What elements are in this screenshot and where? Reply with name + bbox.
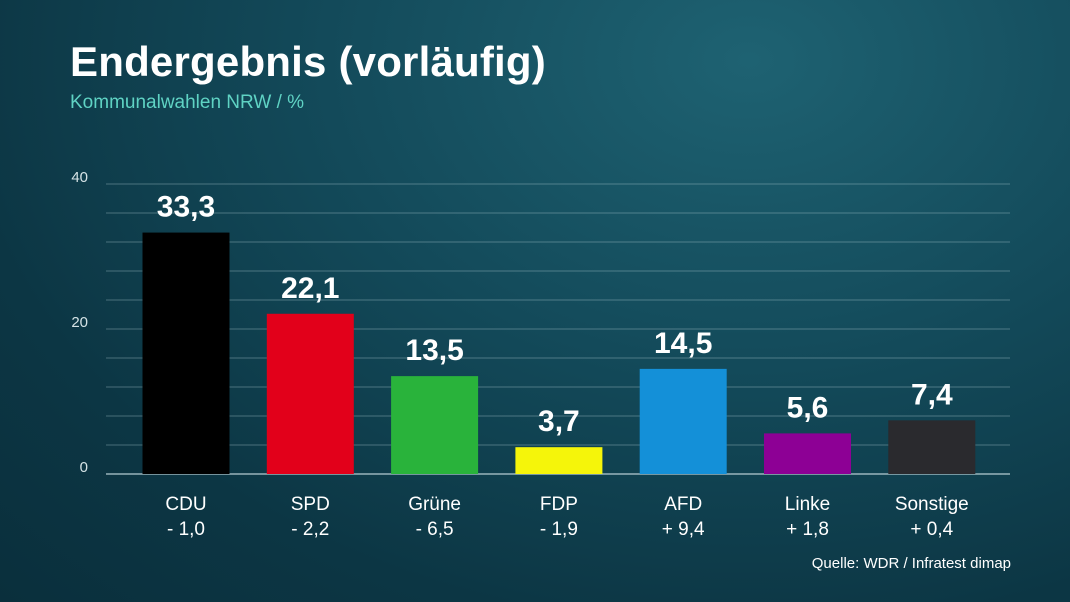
chart-subtitle: Kommunalwahlen NRW / % — [70, 92, 305, 113]
change-label-grüne: - 6,5 — [416, 519, 454, 540]
category-label-linke: Linke — [785, 494, 830, 515]
bar-cdu — [142, 232, 230, 474]
bar-spd — [266, 313, 354, 474]
change-label-fdp: - 1,9 — [540, 519, 578, 540]
category-label-cdu: CDU — [165, 494, 206, 515]
value-label-linke: 5,6 — [787, 391, 829, 424]
bar-grüne — [391, 376, 479, 474]
value-label-grüne: 13,5 — [405, 334, 463, 367]
bar-fdp — [515, 447, 603, 474]
value-label-spd: 22,1 — [281, 272, 339, 305]
change-label-afd: + 9,4 — [662, 519, 705, 540]
value-label-sonstige: 7,4 — [911, 378, 953, 411]
y-tick-label: 40 — [71, 169, 88, 186]
value-label-cdu: 33,3 — [157, 191, 215, 224]
category-labels: CDU - 1,0 SPD - 2,2 Grüne - 6,5 FDP - 1,9 AFD + 9… — [165, 494, 968, 540]
change-label-cdu: - 1,0 — [167, 519, 205, 540]
value-labels: 33,3 22,1 13,5 3,7 14,5 5,6 7,4 — [157, 191, 953, 439]
change-label-linke: + 1,8 — [786, 519, 829, 540]
y-tick-label: 0 — [80, 459, 88, 476]
chart-title: Endergebnis (vorläufig) — [70, 38, 546, 85]
category-label-grüne: Grüne — [408, 494, 461, 515]
category-label-spd: SPD — [291, 494, 330, 515]
value-label-fdp: 3,7 — [538, 405, 580, 438]
bars — [142, 232, 976, 474]
y-axis-ticks: 0 20 40 — [71, 169, 88, 476]
bar-linke — [764, 433, 851, 474]
bar-afd — [639, 368, 727, 474]
category-label-sonstige: Sonstige — [895, 494, 969, 515]
change-label-sonstige: + 0,4 — [910, 519, 953, 540]
change-label-spd: - 2,2 — [291, 519, 329, 540]
bar-sonstige — [888, 420, 976, 474]
source-note: Quelle: WDR / Infratest dimap — [811, 555, 1011, 572]
value-label-afd: 14,5 — [654, 327, 712, 360]
y-tick-label: 20 — [71, 314, 88, 331]
category-label-fdp: FDP — [540, 494, 578, 515]
category-label-afd: AFD — [664, 494, 702, 515]
